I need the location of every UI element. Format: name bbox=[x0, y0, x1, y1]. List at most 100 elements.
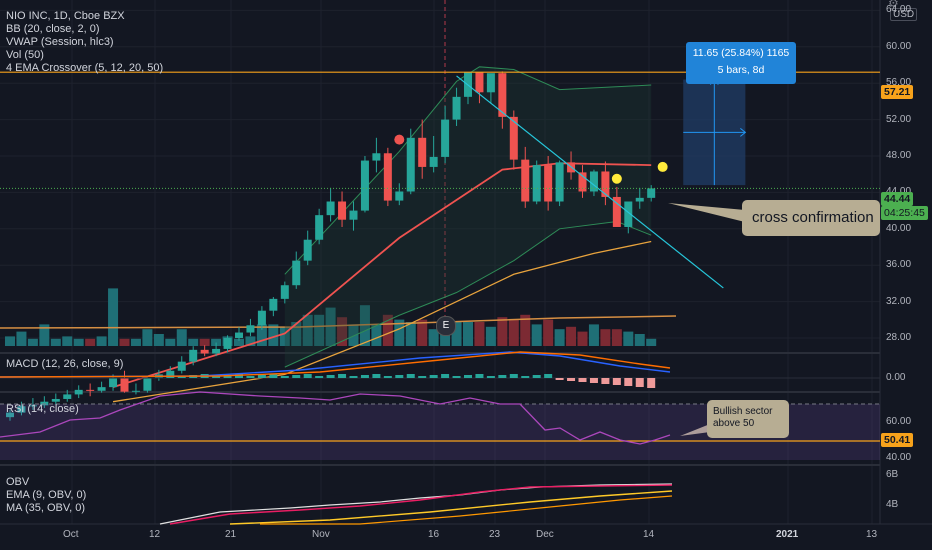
obv-ema-line bbox=[169, 484, 673, 525]
macd-histogram-bar bbox=[612, 378, 621, 385]
legend-bb[interactable]: BB (20, close, 2, 0) bbox=[6, 23, 100, 35]
resistance-price-tag: 57.21 bbox=[881, 85, 914, 99]
candle-body bbox=[647, 188, 656, 198]
volume-bars bbox=[0, 288, 677, 346]
obv-ma-secondary-line bbox=[260, 495, 673, 525]
volume-bar bbox=[417, 319, 428, 346]
candle-body bbox=[486, 73, 495, 93]
settings-icon[interactable]: ⚙ bbox=[888, 0, 899, 10]
macd-histogram-bar bbox=[372, 374, 381, 378]
candle-body bbox=[360, 160, 369, 211]
macd-histogram-bar bbox=[338, 374, 347, 378]
price-tick-label: 52.00 bbox=[886, 113, 912, 125]
currency-label[interactable]: USD bbox=[890, 8, 918, 21]
macd-histogram-bar bbox=[624, 378, 633, 386]
volume-bar bbox=[165, 338, 176, 346]
macd-histogram-bar bbox=[452, 376, 461, 378]
volume-bar bbox=[176, 329, 187, 346]
macd-histogram-bar bbox=[257, 375, 266, 378]
volume-bar bbox=[279, 326, 290, 346]
price-tick-label: 36.00 bbox=[886, 259, 912, 271]
rsi-callout[interactable]: Bullish sector above 50 bbox=[707, 400, 789, 438]
candle-body bbox=[589, 171, 598, 192]
obv-ema-label[interactable]: EMA (9, OBV, 0) bbox=[6, 489, 87, 501]
volume-bar bbox=[85, 338, 96, 346]
legend-vwap[interactable]: VWAP (Session, hlc3) bbox=[6, 36, 114, 48]
obv-ma-line bbox=[229, 490, 673, 525]
obv-label[interactable]: OBV bbox=[6, 476, 30, 488]
macd-histogram-bar bbox=[235, 374, 243, 378]
volume-bar bbox=[634, 334, 645, 346]
volume-bar bbox=[211, 338, 222, 346]
macd-histogram-bar bbox=[509, 374, 518, 378]
volume-bar bbox=[108, 288, 119, 346]
candle-body bbox=[120, 378, 129, 392]
macd-histogram-bar bbox=[647, 378, 656, 388]
crossover-marker bbox=[657, 161, 668, 172]
candle-body bbox=[17, 406, 26, 413]
obv-tick-label: 4B bbox=[886, 499, 899, 510]
volume-bar bbox=[142, 329, 153, 346]
legend-ema-crossover[interactable]: 4 EMA Crossover (5, 12, 20, 50) bbox=[6, 62, 164, 74]
macd-pane bbox=[0, 351, 880, 388]
earnings-marker[interactable]: E bbox=[436, 316, 456, 336]
macd-histogram-bar bbox=[441, 374, 450, 378]
candle-body bbox=[498, 73, 507, 117]
candle-body bbox=[395, 191, 404, 201]
candle-body bbox=[86, 389, 95, 391]
ema-50-line bbox=[112, 240, 652, 403]
volume-bar bbox=[405, 322, 416, 346]
cross-confirmation-callout[interactable]: cross confirmation bbox=[742, 200, 880, 236]
symbol-title[interactable]: NIO INC, 1D, Cboe BZX bbox=[6, 10, 125, 22]
candle-body bbox=[143, 378, 152, 391]
price-tick-label: 32.00 bbox=[886, 295, 912, 307]
volume-bar bbox=[440, 329, 451, 346]
candles bbox=[6, 71, 656, 421]
macd-histogram-bar bbox=[589, 378, 598, 383]
price-tick-label: 60.00 bbox=[886, 40, 912, 52]
candle-body bbox=[131, 390, 140, 392]
legend-volume[interactable]: Vol (50) bbox=[6, 49, 44, 61]
macd-histogram-bar bbox=[521, 376, 530, 378]
time-tick-label: 12 bbox=[149, 529, 161, 540]
volume-bar bbox=[588, 324, 599, 346]
volume-bar bbox=[520, 314, 531, 346]
volume-bar bbox=[451, 322, 462, 346]
candle-body bbox=[578, 172, 587, 192]
volume-bar bbox=[623, 331, 634, 346]
rsi-callout-pointer bbox=[680, 424, 710, 436]
price-tick-label: 48.00 bbox=[886, 150, 912, 161]
volume-bar bbox=[302, 314, 313, 346]
obv-tick-label: 6B bbox=[886, 469, 899, 480]
rsi-callout-text: Bullish sector above 50 bbox=[713, 406, 773, 429]
macd-histogram-bar bbox=[223, 375, 232, 378]
rsi-line bbox=[0, 391, 671, 445]
current-price-tag: 44.44 bbox=[881, 192, 914, 206]
volume-bar bbox=[188, 338, 199, 346]
volume-ma-line bbox=[0, 315, 677, 329]
macd-label[interactable]: MACD (12, 26, close, 9) bbox=[6, 358, 124, 370]
macd-histogram-bar bbox=[269, 374, 278, 378]
macd-histogram-bar bbox=[418, 376, 427, 378]
volume-bar bbox=[96, 336, 107, 346]
volume-bar bbox=[394, 319, 405, 346]
macd-histogram-bar bbox=[498, 375, 507, 378]
macd-tick-label: 0.00 bbox=[886, 372, 906, 383]
volume-bar bbox=[325, 307, 336, 346]
volume-bar bbox=[256, 324, 267, 346]
volume-bar bbox=[62, 336, 73, 346]
drawings[interactable] bbox=[0, 71, 880, 436]
obv-ma-label[interactable]: MA (35, OBV, 0) bbox=[6, 502, 86, 514]
obv-pane bbox=[159, 483, 673, 525]
rsi-label[interactable]: RSI (14, close) bbox=[6, 403, 79, 415]
measure-tooltip[interactable]: 11.65 (25.84%) 1165 5 bars, 8d bbox=[686, 42, 796, 84]
candle-body bbox=[51, 398, 60, 402]
volume-bar bbox=[359, 305, 370, 346]
macd-histogram-bar bbox=[601, 378, 610, 384]
macd-histogram-bar bbox=[246, 376, 255, 378]
volume-bar bbox=[497, 317, 508, 346]
macd-histogram-bar bbox=[315, 376, 324, 378]
macd-histogram-bar bbox=[349, 376, 358, 378]
macd-histogram-bar bbox=[635, 378, 644, 387]
